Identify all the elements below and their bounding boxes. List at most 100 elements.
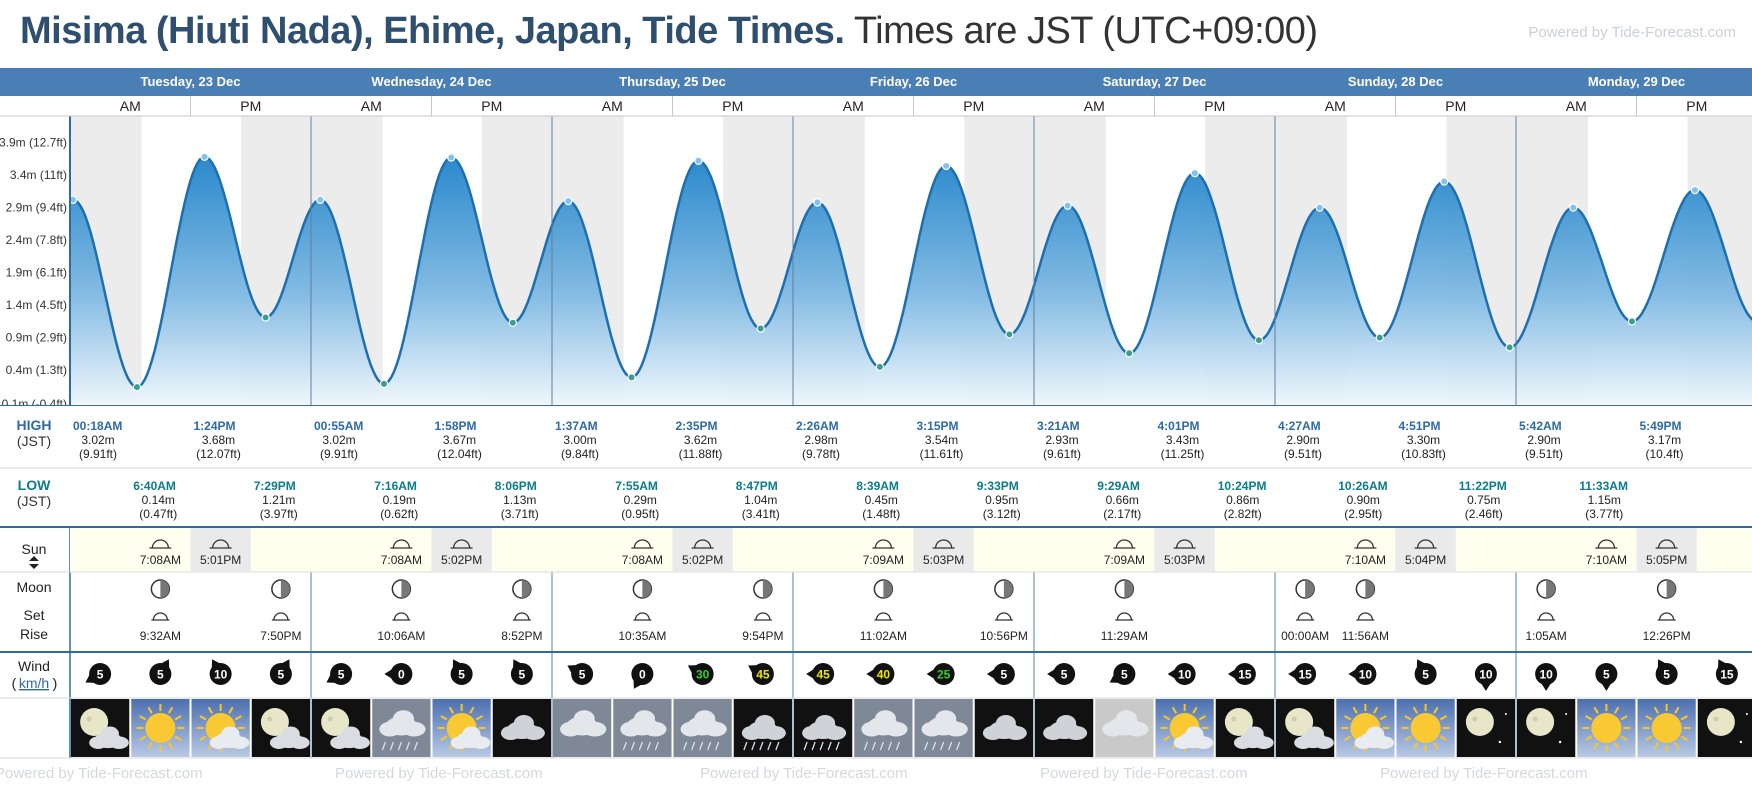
wind-indicator: 5 <box>269 659 292 685</box>
sunrise-time: 7:08AM <box>140 553 181 567</box>
low-tide-time: 10:24PM <box>1218 479 1267 493</box>
wind-indicator: 10 <box>1474 663 1497 691</box>
high-tide-time: 5:42AM <box>1519 419 1562 433</box>
high-tide-point <box>941 161 951 171</box>
wind-indicator: 5 <box>450 659 473 685</box>
moon-phase-icon <box>1114 579 1135 599</box>
pm-label: PM <box>722 98 743 114</box>
wind-badge <box>1113 663 1136 685</box>
high-tide-height-ft: (9.51ft) <box>1525 447 1563 461</box>
weather-night-rain-icon <box>794 699 853 757</box>
weather-moon-cloud-icon <box>312 699 371 757</box>
footer-bg <box>0 759 1752 787</box>
wind-badge <box>1354 663 1377 685</box>
low-tide-height: 0.14m <box>142 493 175 507</box>
wind-speed: 5 <box>579 668 586 682</box>
low-tide-time: 6:40AM <box>133 479 176 493</box>
high-tide-time: 3:21AM <box>1037 419 1080 433</box>
wind-indicator: 0 <box>384 663 413 685</box>
moonset-icon <box>1356 612 1375 621</box>
wind-indicator: 10 <box>1535 663 1558 691</box>
moonrise-icon <box>271 612 290 621</box>
high-tide-height-ft: (11.61ft) <box>920 447 964 461</box>
wind-indicator: 15 <box>1227 663 1256 685</box>
tide-table-bg <box>0 406 1752 526</box>
am-label: AM <box>1084 98 1105 114</box>
low-tide-point <box>756 324 765 333</box>
high-tide-height: 3.43m <box>1166 433 1199 447</box>
wind-badge <box>1474 663 1497 685</box>
wind-speed: 45 <box>756 668 770 682</box>
wind-direction-arrow-icon <box>1167 669 1176 679</box>
weather-night-cloud-icon <box>492 699 551 757</box>
y-tick-label: 0.9m (2.9ft) <box>6 331 67 345</box>
sunset-icon <box>691 539 714 549</box>
low-tide-time: 8:39AM <box>856 479 899 493</box>
high-tide-time: 1:24PM <box>194 419 236 433</box>
wind-direction-arrow-icon <box>986 669 995 679</box>
high-tide-height-ft: (9.84ft) <box>561 447 599 461</box>
weather-rain-cloud-icon <box>372 699 431 757</box>
weather-rain-cloud-icon <box>854 699 913 757</box>
weather-night-clear-icon <box>1456 699 1515 757</box>
low-tide-point <box>627 373 636 382</box>
low-tide-point <box>1627 317 1637 326</box>
wind-indicator: 5 <box>510 659 533 685</box>
moon-phase-icon <box>1536 579 1556 599</box>
low-tide-height-ft: (3.71ft) <box>501 507 539 521</box>
moonrise-icon <box>1537 612 1556 621</box>
low-tide-point <box>1005 330 1014 339</box>
y-axis-background <box>0 110 70 408</box>
powered-by-watermark[interactable]: Powered by Tide-Forecast.com <box>1528 24 1736 41</box>
day-label: Friday, 26 Dec <box>870 74 957 89</box>
low-tide-point <box>379 379 389 389</box>
sunrise-icon <box>631 539 654 549</box>
wind-speed: 10 <box>1178 668 1192 682</box>
weather-moon-cloud-icon <box>71 699 130 757</box>
high-tide-height-ft: (10.83ft) <box>1401 447 1446 461</box>
wind-badge <box>631 663 654 685</box>
wind-unit-link[interactable]: km/h <box>19 675 49 691</box>
weather-moon-cloud-icon <box>1215 699 1274 757</box>
wind-indicator: 5 <box>326 663 353 685</box>
wind-badge <box>812 663 835 685</box>
wind-indicator: 5 <box>85 663 112 685</box>
high-tide-height-ft: (9.61ft) <box>1043 447 1081 461</box>
sunrise-icon <box>872 539 895 549</box>
low-tide-point <box>1254 336 1264 345</box>
weather-moon-cloud-icon <box>1276 699 1335 757</box>
weather-night-clear-icon <box>1697 699 1752 757</box>
weather-sun-icon <box>1396 699 1455 757</box>
high-tide-point <box>70 195 78 204</box>
wind-badge <box>1535 663 1558 685</box>
day-label: Thursday, 25 Dec <box>619 74 726 89</box>
high-tide-time: 2:35PM <box>676 419 718 433</box>
high-tide-height-ft: (12.07ft) <box>196 447 241 461</box>
wind-speed: 5 <box>1061 668 1068 682</box>
sunrise-time: 7:10AM <box>1586 553 1627 567</box>
wind-badge <box>1655 663 1678 685</box>
moon-phase-icon <box>753 579 773 599</box>
day-label: Monday, 29 Dec <box>1588 74 1685 89</box>
pm-label: PM <box>240 98 261 114</box>
moon-time: 11:02AM <box>860 629 907 643</box>
moon-rise-label: Rise <box>20 626 48 642</box>
wind-badge <box>691 663 714 685</box>
pm-label: PM <box>1204 98 1225 114</box>
wind-direction-arrow-icon <box>1348 669 1357 679</box>
high-tide-height: 3.30m <box>1407 433 1440 447</box>
high-tide-time: 4:01PM <box>1158 419 1200 433</box>
wind-row-label: Wind <box>18 658 50 674</box>
y-tick-label: 0.4m (1.3ft) <box>6 363 67 377</box>
wind-indicator: 5 <box>1655 659 1678 685</box>
moon-time: 9:32AM <box>140 629 181 643</box>
wind-direction-arrow-icon <box>1288 669 1297 679</box>
wind-badge <box>330 663 353 685</box>
title-timezone: Times are JST (UTC+09:00) <box>853 10 1318 52</box>
wind-speed: 45 <box>816 668 830 682</box>
moon-phase-icon <box>994 579 1014 599</box>
wind-speed: 5 <box>278 668 285 682</box>
wind-speed: 5 <box>1422 668 1429 682</box>
wind-speed: 10 <box>1539 668 1553 682</box>
moon-time: 00:00AM <box>1281 629 1329 643</box>
